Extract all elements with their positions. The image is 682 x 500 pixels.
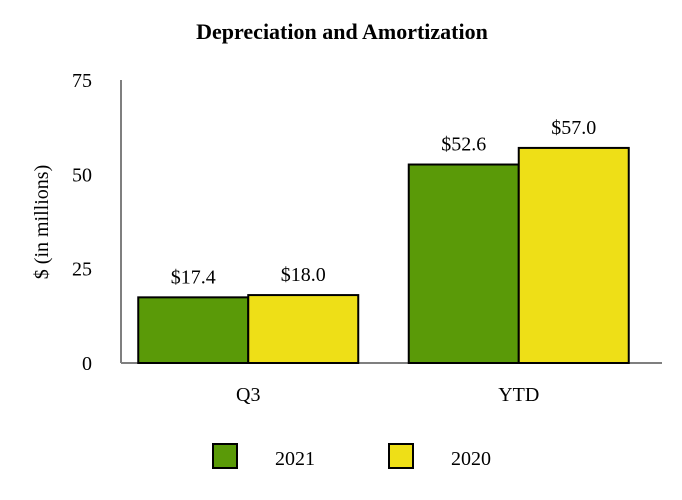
data-label: $57.0 xyxy=(551,117,596,139)
chart-title: Depreciation and Amortization xyxy=(196,19,488,44)
legend-label-2020: 2020 xyxy=(451,448,491,470)
y-tick-label: 0 xyxy=(82,353,92,375)
legend: 2021 2020 xyxy=(212,443,491,470)
legend-swatch-2021 xyxy=(212,443,238,469)
data-label: $17.4 xyxy=(171,266,216,288)
y-tick-label: 50 xyxy=(72,164,92,186)
bar-2021-YTD xyxy=(407,163,520,364)
bar-2020-Q3 xyxy=(247,294,360,364)
data-label: $18.0 xyxy=(281,264,326,286)
bar-2020-YTD xyxy=(517,146,630,364)
bar-2021-Q3 xyxy=(137,296,250,364)
x-tick-label: YTD xyxy=(498,384,539,406)
legend-label-2021: 2021 xyxy=(275,448,315,470)
y-axis-label: $ (in millions) xyxy=(31,165,53,279)
x-tick-label: Q3 xyxy=(236,384,260,406)
data-label: $52.6 xyxy=(441,134,486,156)
plot-area: 0 25 50 75 $17.4 $18.0 Q3 $52.6 $57.0 YTD xyxy=(72,70,662,406)
y-tick-label: 25 xyxy=(72,259,92,281)
legend-swatch-2020 xyxy=(388,443,414,469)
y-tick-label: 75 xyxy=(72,70,92,92)
